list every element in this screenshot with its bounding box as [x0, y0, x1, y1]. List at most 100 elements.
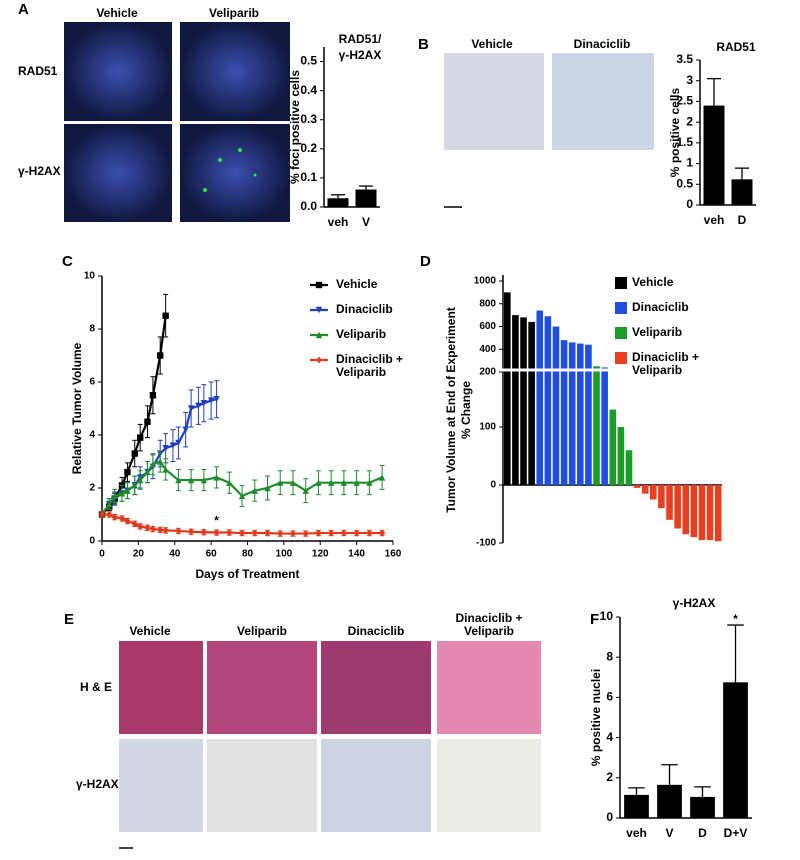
marker	[162, 312, 169, 319]
y-axis-label: % foci positive cells	[288, 70, 302, 184]
panel-letter: A	[18, 1, 29, 18]
image	[119, 641, 203, 734]
image	[444, 53, 544, 150]
marker	[366, 479, 373, 486]
y-tick-label: 800	[479, 298, 496, 309]
image	[552, 53, 654, 150]
legend-label: Dinaciclib + Veliparib	[632, 351, 700, 377]
legend-label-box: Dinaciclib + Veliparib	[632, 351, 700, 377]
column-label: Dinaciclib + Veliparib	[455, 612, 523, 638]
bar	[633, 485, 641, 488]
bar	[577, 343, 584, 485]
marker	[378, 529, 386, 537]
bar	[690, 796, 715, 818]
x-tick-label: D	[698, 826, 707, 840]
marker	[289, 479, 297, 486]
marker	[213, 474, 220, 481]
marker	[175, 439, 182, 447]
x-axis-label: Days of Treatment	[195, 567, 299, 581]
marker	[111, 492, 118, 500]
bar	[327, 198, 349, 207]
marker	[136, 523, 144, 530]
y-tick-label: 0.3	[300, 112, 317, 126]
y-tick-label: 10	[84, 271, 96, 282]
marker	[187, 476, 195, 484]
series-line	[101, 460, 383, 516]
marker	[207, 397, 215, 404]
bar	[641, 485, 649, 494]
row-label: γ-H2AX	[76, 777, 119, 791]
bar	[666, 485, 673, 520]
legend-label: Dinaciclib	[336, 303, 393, 316]
y-tick-label: 200	[479, 367, 496, 378]
marker	[327, 479, 335, 486]
bar	[504, 292, 511, 485]
axis-break	[497, 368, 647, 372]
column-label: Dinaciclib	[348, 624, 405, 638]
panel-letter: E	[64, 611, 74, 628]
marker	[149, 525, 157, 533]
image	[180, 124, 290, 222]
image	[180, 22, 290, 121]
y-tick-label: 2	[686, 114, 693, 128]
y-tick-label: 4	[89, 430, 95, 441]
marker	[340, 479, 348, 486]
marker	[226, 529, 233, 536]
y-tick-label: 600	[479, 321, 496, 332]
marker	[131, 450, 138, 457]
y-tick-label: 1000	[474, 276, 497, 287]
marker	[136, 476, 144, 484]
marker	[213, 396, 220, 403]
y-tick-label: 1.5	[676, 135, 693, 149]
marker	[302, 487, 309, 494]
panel-letter: B	[418, 36, 429, 53]
annotation: *	[214, 513, 219, 527]
legend-marker	[315, 356, 323, 364]
legend-swatch	[615, 352, 627, 364]
legend-label: Vehicle	[632, 276, 674, 289]
marker	[187, 528, 195, 535]
bar	[690, 485, 698, 538]
x-tick-label: 100	[276, 549, 293, 560]
marker	[162, 466, 169, 473]
legend-label-box: Vehicle	[632, 276, 674, 289]
marker	[144, 468, 151, 476]
series-line	[102, 513, 383, 535]
x-tick-label: 140	[348, 549, 365, 560]
bar	[617, 427, 625, 485]
legend-label: Dinaciclib + Veliparib	[336, 353, 404, 379]
legend-label-box: Veliparib	[336, 328, 386, 341]
legend-swatch	[615, 302, 627, 314]
bar	[625, 450, 633, 485]
marker	[200, 400, 208, 407]
legend-label-box: Dinaciclib	[632, 301, 689, 314]
bar	[674, 485, 681, 529]
legend-label-box: Dinaciclib	[336, 303, 393, 316]
annotation: *	[733, 612, 738, 626]
bar	[552, 326, 560, 485]
y-tick-label: 2	[606, 770, 613, 784]
bar	[731, 179, 753, 205]
y-tick-label: 4	[606, 730, 613, 744]
marker	[157, 458, 164, 465]
marker	[144, 524, 151, 531]
y-tick-label: 0.5	[676, 176, 693, 190]
legend-label-box: Vehicle	[336, 278, 377, 291]
x-tick-label: D	[738, 213, 747, 227]
column-label: Veliparib	[209, 6, 259, 20]
column-label: Vehicle	[471, 37, 513, 51]
x-tick-label: 60	[206, 549, 218, 560]
marker	[315, 479, 322, 486]
bar	[585, 344, 592, 485]
bar	[723, 682, 748, 818]
marker	[111, 513, 118, 521]
image	[321, 641, 431, 734]
bar	[520, 317, 527, 485]
bar	[568, 342, 576, 485]
image	[321, 739, 431, 832]
bar	[624, 794, 649, 818]
panel-letter: F	[590, 611, 599, 628]
x-tick-label: D+V	[724, 826, 748, 840]
y-tick-label: 0	[686, 197, 693, 211]
